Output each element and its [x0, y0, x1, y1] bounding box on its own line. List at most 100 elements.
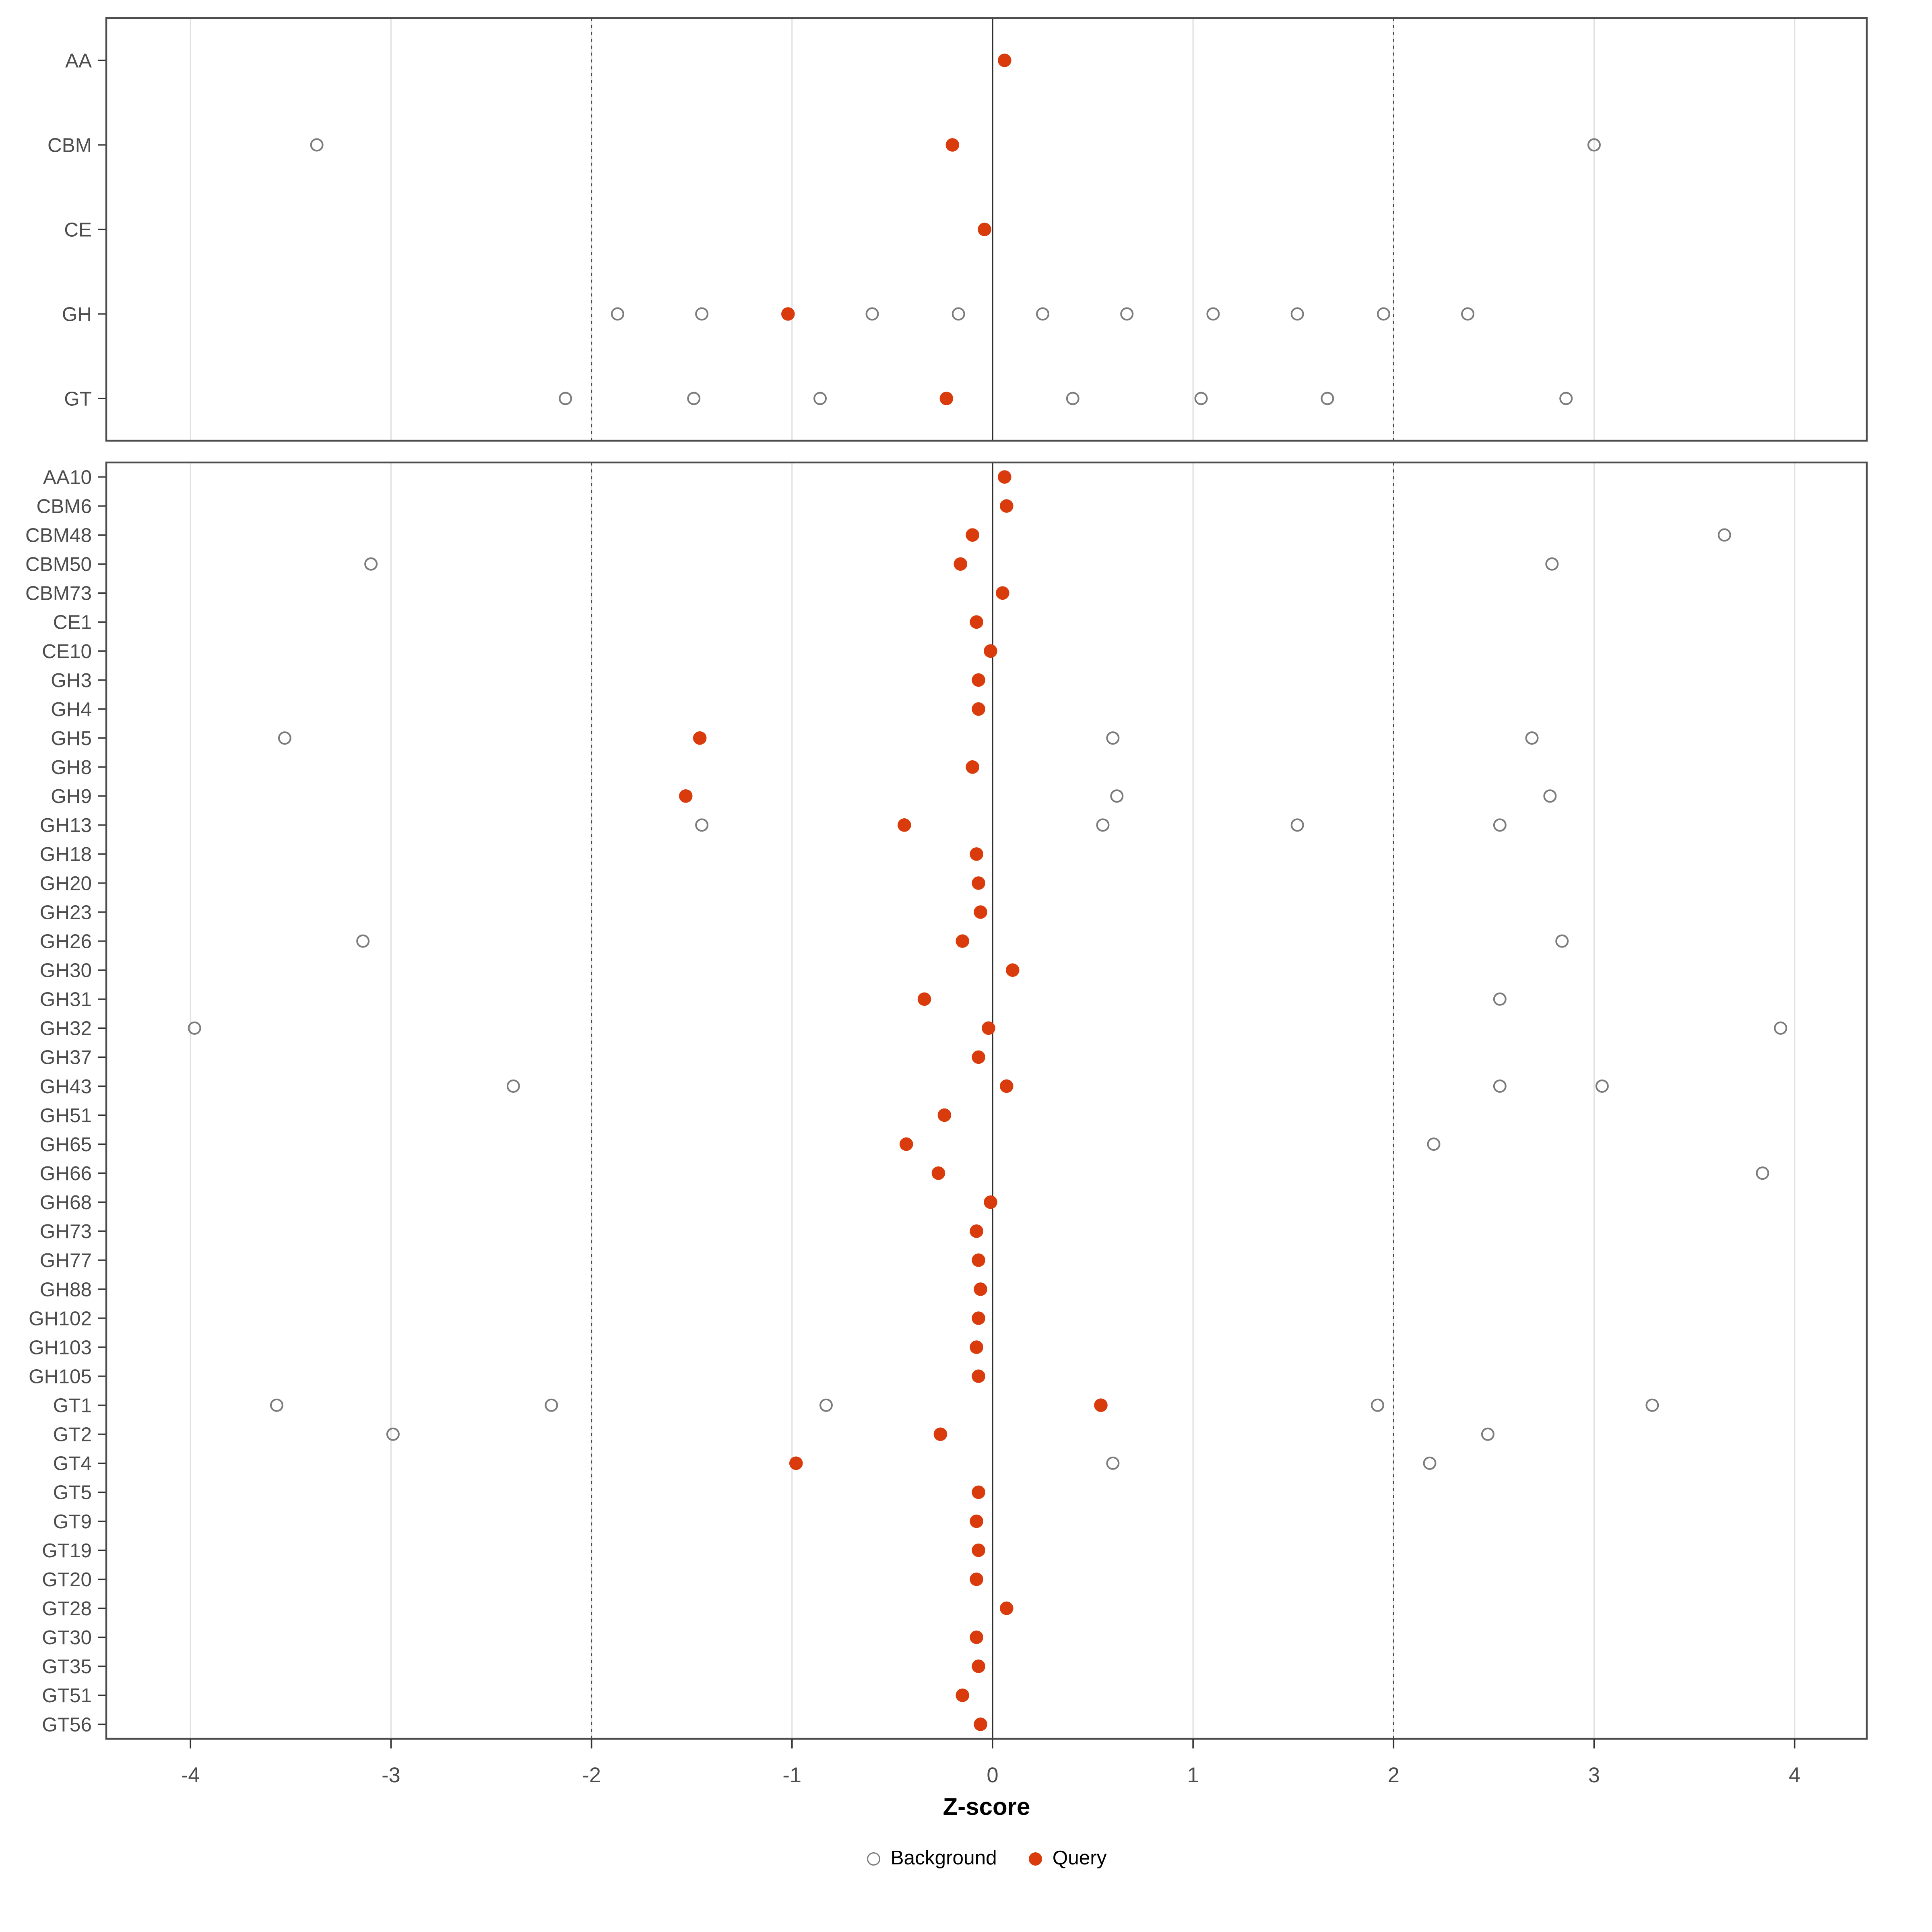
- row-label: GT1: [53, 1395, 92, 1417]
- query-point: [970, 1224, 983, 1238]
- query-point: [972, 673, 985, 687]
- query-point: [693, 731, 707, 745]
- background-point: [611, 307, 624, 321]
- row-label: GH103: [29, 1336, 92, 1358]
- row-label: GH37: [40, 1046, 92, 1069]
- row-label: GT35: [42, 1655, 92, 1678]
- query-point: [1094, 1398, 1108, 1412]
- query-point: [972, 1485, 985, 1499]
- background-point: [1377, 307, 1390, 321]
- query-point-icon: [1028, 1852, 1042, 1866]
- query-point: [966, 760, 979, 774]
- row-label: GH20: [40, 872, 92, 894]
- background-point: [1106, 1456, 1120, 1470]
- row-label: CBM50: [25, 553, 92, 576]
- background-point: [1545, 557, 1559, 571]
- panel-border: [105, 461, 1868, 1740]
- query-point: [679, 789, 693, 803]
- row-label: GH9: [51, 785, 92, 807]
- background-point: [1120, 307, 1134, 321]
- background-point: [356, 934, 370, 948]
- background-point: [1525, 731, 1539, 745]
- background-point: [278, 731, 291, 745]
- panel-border: [105, 17, 1868, 442]
- query-point: [970, 1572, 983, 1586]
- background-point: [559, 392, 572, 405]
- row-label: GT2: [53, 1424, 92, 1446]
- query-point: [970, 1340, 983, 1354]
- row-label: GH: [62, 303, 92, 325]
- background-point: [1717, 528, 1731, 542]
- query-point: [978, 223, 991, 236]
- row-label: GT5: [53, 1482, 92, 1504]
- background-point: [1481, 1427, 1494, 1441]
- query-point: [1000, 499, 1013, 513]
- background-point: [1371, 1398, 1384, 1412]
- query-point: [781, 307, 795, 321]
- background-point: [1321, 392, 1334, 405]
- row-label: GH26: [40, 930, 92, 952]
- row-label: AA: [65, 50, 92, 72]
- legend-label-background: Background: [890, 1847, 997, 1869]
- background-point: [364, 557, 378, 571]
- query-point: [998, 54, 1011, 67]
- background-point: [1461, 307, 1475, 321]
- row-label: GH68: [40, 1191, 92, 1214]
- query-point: [970, 847, 983, 861]
- background-point: [310, 138, 324, 152]
- row-label: GH32: [40, 1018, 92, 1040]
- query-point: [1000, 1601, 1013, 1615]
- query-point: [917, 992, 931, 1006]
- x-tick-label: -1: [782, 1763, 801, 1787]
- background-point: [1290, 818, 1304, 832]
- row-label: GH105: [29, 1365, 92, 1387]
- x-tick-label: 0: [987, 1763, 998, 1787]
- background-point: [1096, 818, 1110, 832]
- x-axis-title: Z-score: [943, 1794, 1030, 1821]
- query-point: [897, 818, 911, 832]
- row-label: GH88: [40, 1278, 92, 1300]
- query-point: [972, 1311, 985, 1325]
- query-point: [984, 1195, 997, 1209]
- background-point: [1493, 818, 1507, 832]
- row-label: GH23: [40, 901, 92, 923]
- query-point: [972, 702, 985, 716]
- x-tick-label: 1: [1187, 1763, 1199, 1787]
- x-tick-label: 4: [1789, 1763, 1800, 1787]
- x-axis: -4 -3 -2 -1 0 1 2 3 4: [181, 1739, 1800, 1787]
- row-label: CE: [64, 219, 92, 241]
- background-point: [1290, 307, 1304, 321]
- query-point: [954, 557, 968, 571]
- background-point: [1559, 392, 1573, 405]
- background-point: [1645, 1398, 1659, 1412]
- row-label: GH43: [40, 1075, 92, 1098]
- row-label: GH3: [51, 669, 92, 691]
- query-point: [789, 1456, 803, 1470]
- query-point: [939, 392, 954, 405]
- row-label: CBM6: [36, 495, 92, 517]
- x-tick-label: -2: [582, 1763, 601, 1787]
- legend-item-background: Background: [866, 1847, 997, 1870]
- background-point: [1595, 1079, 1609, 1093]
- background-point: [695, 818, 709, 832]
- background-point: [1555, 934, 1569, 948]
- query-point: [1005, 963, 1020, 977]
- query-point: [899, 1137, 913, 1151]
- background-point: [695, 307, 709, 321]
- row-label: GH73: [40, 1220, 92, 1243]
- legend-item-query: Query: [1028, 1847, 1107, 1870]
- row-label: GT20: [42, 1569, 92, 1591]
- panel-background: [106, 462, 1867, 1739]
- row-label: GH13: [40, 814, 92, 836]
- background-point: [1066, 392, 1080, 405]
- query-point: [972, 1050, 985, 1064]
- class-panel: AA CBM CE GH GT: [47, 17, 1868, 442]
- background-point: [545, 1398, 558, 1412]
- background-point: [1493, 992, 1507, 1006]
- query-point: [998, 470, 1011, 484]
- query-point: [974, 1717, 987, 1731]
- query-point: [972, 1253, 985, 1267]
- background-point: [270, 1398, 283, 1412]
